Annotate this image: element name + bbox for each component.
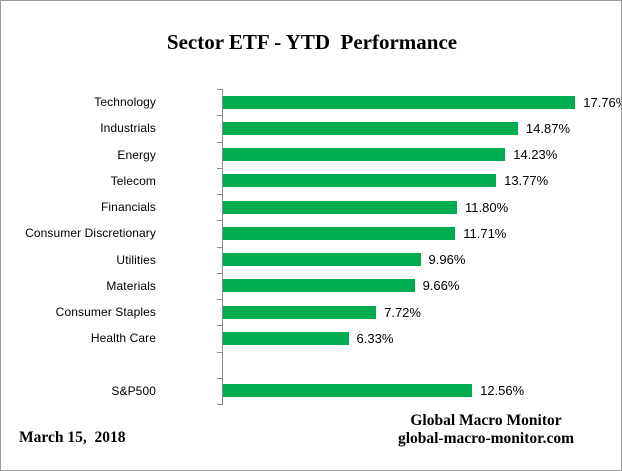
category-label: Materials bbox=[106, 278, 156, 293]
bar bbox=[223, 305, 377, 319]
category-label: Technology bbox=[94, 95, 156, 110]
category-label: Energy bbox=[117, 147, 156, 162]
value-label: 14.23% bbox=[513, 147, 558, 163]
bar bbox=[223, 331, 349, 345]
bar bbox=[223, 384, 473, 398]
category-label: Telecom bbox=[110, 173, 156, 188]
bar bbox=[223, 253, 421, 267]
axis-tick bbox=[217, 404, 223, 405]
axis-tick bbox=[217, 351, 223, 353]
value-label: 9.96% bbox=[428, 252, 466, 268]
bar bbox=[223, 121, 518, 135]
axis-tick bbox=[217, 89, 223, 90]
value-label: 13.77% bbox=[504, 173, 549, 189]
axis-tick bbox=[217, 141, 223, 143]
chart-row: Consumer Staples 7.72% bbox=[1, 299, 621, 325]
value-label: 11.80% bbox=[465, 199, 509, 215]
bar bbox=[223, 148, 506, 162]
date-label: March 15, 2018 bbox=[19, 429, 126, 446]
category-label: Utilities bbox=[116, 252, 156, 267]
axis-tick bbox=[217, 377, 223, 379]
chart-row: Utilities 9.96% bbox=[1, 247, 621, 273]
chart-row: Materials 9.66% bbox=[1, 273, 621, 299]
axis-tick bbox=[217, 325, 223, 327]
bar bbox=[223, 226, 456, 240]
chart-row bbox=[1, 352, 621, 378]
category-label: Industrials bbox=[100, 121, 156, 136]
category-label: S&P500 bbox=[111, 383, 156, 398]
bar bbox=[223, 174, 497, 188]
bar bbox=[223, 200, 458, 214]
value-label: 11.71% bbox=[463, 225, 507, 241]
axis-tick bbox=[217, 194, 223, 195]
bar bbox=[223, 95, 576, 109]
chart-row: Health Care 6.33% bbox=[1, 325, 621, 351]
value-label: 7.72% bbox=[384, 304, 421, 320]
axis-tick bbox=[217, 299, 223, 300]
attribution-url: global-macro-monitor.com bbox=[397, 429, 575, 447]
category-label bbox=[1, 352, 156, 378]
chart-title: Sector ETF - YTD Performance bbox=[166, 30, 458, 54]
category-label: Health Care bbox=[90, 331, 156, 346]
axis-tick bbox=[217, 167, 223, 169]
axis-tick bbox=[217, 115, 223, 117]
value-label: 6.33% bbox=[356, 330, 394, 346]
value-label: 9.66% bbox=[422, 278, 460, 294]
bar bbox=[223, 279, 415, 293]
chart-row: Telecom 13.77% bbox=[1, 168, 621, 194]
chart-row: Financials 11.80% bbox=[1, 194, 621, 220]
axis-tick bbox=[217, 246, 223, 248]
axis-tick bbox=[217, 220, 223, 222]
axis-tick bbox=[217, 272, 223, 274]
category-label: Financials bbox=[100, 200, 156, 215]
value-label: 12.56% bbox=[480, 383, 525, 399]
chart-row: S&P500 12.56% bbox=[1, 378, 621, 404]
chart-row: Consumer Discretionary 11.71% bbox=[1, 220, 621, 246]
value-label: 14.87% bbox=[525, 120, 570, 136]
chart-row: Energy 14.23% bbox=[1, 142, 621, 168]
attribution-block: Global Macro Monitor global-macro-monito… bbox=[376, 412, 596, 447]
category-label: Consumer Discretionary bbox=[25, 226, 156, 241]
attribution-name: Global Macro Monitor bbox=[410, 412, 562, 429]
chart-row: Technology 17.76% bbox=[1, 89, 621, 115]
category-label: Consumer Staples bbox=[55, 305, 156, 320]
chart-row: Industrials 14.87% bbox=[1, 115, 621, 141]
value-label: 17.76% bbox=[583, 94, 621, 110]
